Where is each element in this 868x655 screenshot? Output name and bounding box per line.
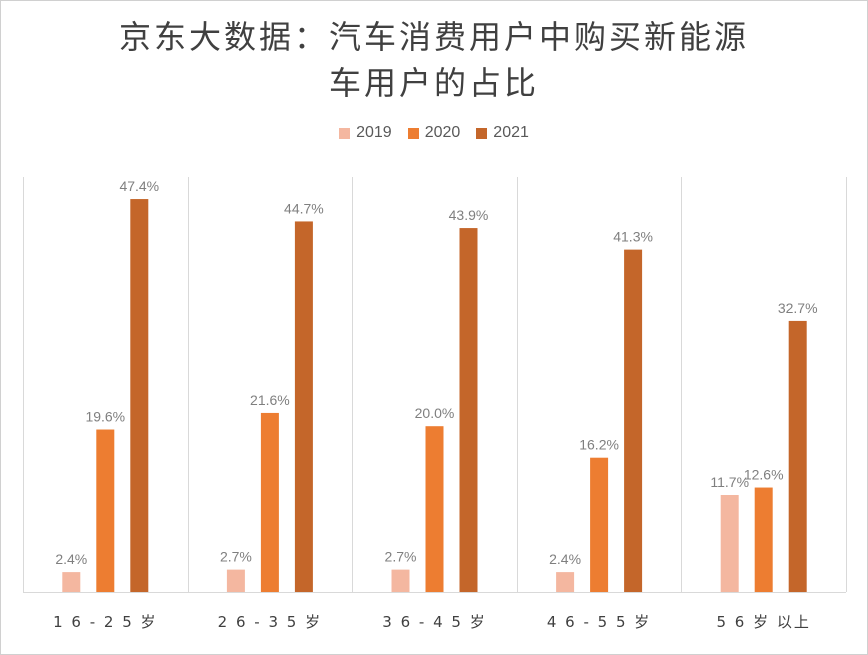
- legend-label-2020: 2020: [424, 124, 461, 141]
- chart-legend: 2019 2020 2021: [0, 124, 868, 142]
- legend-label-2021: 2021: [493, 124, 529, 141]
- data-label-2021-4: 32.7%: [778, 300, 818, 316]
- data-label-2019-4: 11.7%: [710, 474, 749, 490]
- bar-2020-0: [96, 429, 115, 592]
- data-label-2021-3: 41.3%: [613, 229, 653, 245]
- chart-title-line-2: 车用户的占比: [328, 64, 539, 102]
- data-label-2020-1: 21.6%: [250, 392, 290, 408]
- bar-2021-2: [459, 228, 478, 592]
- legend-item-2021: 2021: [476, 124, 529, 142]
- bar-2019-1: [226, 569, 245, 592]
- bar-2020-1: [260, 412, 279, 592]
- x-tick-label-3: 4 6 - 5 5 岁: [547, 613, 651, 631]
- data-label-2021-2: 43.9%: [449, 207, 489, 223]
- bar-2020-4: [754, 487, 773, 592]
- legend-swatch-2019: [339, 127, 351, 139]
- data-label-2019-2: 2.7%: [385, 549, 417, 565]
- data-label-2020-0: 19.6%: [85, 409, 125, 425]
- bar-2019-3: [556, 572, 575, 592]
- legend-item-2020: 2020: [407, 124, 461, 142]
- bar-2021-3: [624, 249, 643, 593]
- legend-swatch-2020: [407, 127, 419, 139]
- data-label-2021-0: 47.4%: [119, 178, 159, 194]
- bar-2019-2: [391, 569, 410, 592]
- data-label-2019-0: 2.4%: [55, 551, 87, 567]
- data-label-2019-3: 2.4%: [549, 551, 581, 567]
- bar-2019-0: [62, 572, 81, 592]
- legend-swatch-2021: [476, 127, 488, 139]
- x-tick-label-2: 3 6 - 4 5 岁: [382, 613, 486, 631]
- chart-title: 京东大数据：汽车消费用户中购买新能源 车用户的占比: [0, 14, 868, 106]
- bar-2019-4: [720, 495, 739, 592]
- data-label-2021-1: 44.7%: [284, 200, 324, 216]
- chart-title-line-1: 京东大数据：汽车消费用户中购买新能源: [118, 18, 749, 56]
- legend-label-2019: 2019: [356, 124, 392, 141]
- legend-item-2019: 2019: [339, 124, 392, 142]
- bar-2021-1: [294, 221, 313, 592]
- bar-2021-4: [788, 320, 807, 592]
- x-tick-label-0: 1 6 - 2 5 岁: [53, 613, 157, 631]
- data-label-2020-2: 20.0%: [415, 405, 455, 421]
- bar-2020-2: [425, 426, 444, 592]
- x-tick-label-1: 2 6 - 3 5 岁: [218, 613, 322, 631]
- data-label-2020-4: 12.6%: [744, 467, 784, 483]
- bar-2020-3: [590, 457, 609, 592]
- data-label-2019-1: 2.7%: [220, 549, 252, 565]
- data-label-2020-3: 16.2%: [579, 437, 619, 453]
- bar-2021-0: [130, 199, 149, 592]
- x-tick-label-4: 5 6 岁 以上: [716, 613, 810, 631]
